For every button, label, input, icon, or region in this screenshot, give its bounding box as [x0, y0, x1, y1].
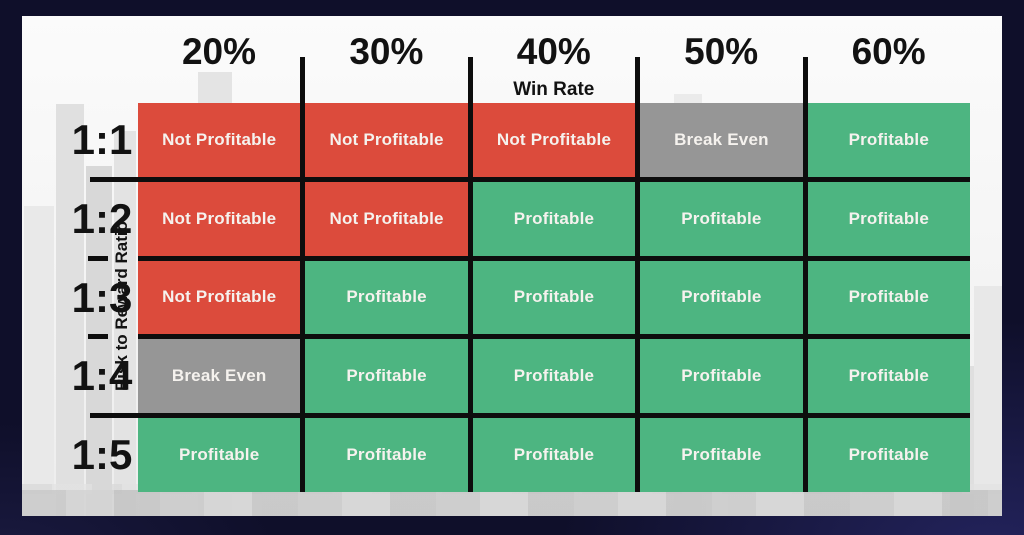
y-axis-label: Risk to Reward Ratio: [112, 220, 131, 392]
building-silhouette: [114, 131, 136, 516]
column-separator-line: [467, 57, 473, 103]
column-header-60: 60%: [851, 31, 926, 72]
building-silhouette: [56, 104, 84, 516]
matrix-cell-r3-c3: Profitable: [472, 260, 636, 335]
matrix-cell-r3-c1: Not Profitable: [138, 260, 301, 335]
row-header-1-5: 1:5: [71, 431, 133, 479]
matrix-cell-r1-c5: Profitable: [807, 103, 970, 177]
matrix-panel: 20% 30% 40% 50% 60% Win Rate 1:1 1:2 1:3…: [22, 16, 1002, 516]
building-silhouette: [24, 206, 54, 516]
column-separator-line: [802, 57, 808, 103]
matrix-cell-r5-c3: Profitable: [472, 418, 636, 492]
row-header-1-4: 1:4: [71, 352, 133, 400]
row-axis-major-tick: [90, 413, 138, 419]
matrix-cell-r2-c4: Profitable: [640, 181, 803, 256]
row-axis-minor-tick: [88, 334, 108, 340]
column-separator-line: [300, 57, 306, 103]
matrix-cell-r2-c3: Profitable: [472, 181, 636, 256]
row-header-1-2: 1:2: [71, 194, 133, 242]
matrix-cell-r5-c4: Profitable: [640, 418, 803, 492]
matrix-cell-r4-c5: Profitable: [807, 339, 970, 414]
matrix-cell-r1-c2: Not Profitable: [305, 103, 468, 177]
row-axis-minor-tick: [88, 255, 108, 261]
matrix-cell-r3-c4: Profitable: [640, 260, 803, 335]
x-axis-label: Win Rate: [513, 79, 595, 100]
matrix-cell-r2-c5: Profitable: [807, 181, 970, 256]
column-header-20: 20%: [181, 31, 257, 72]
column-separator-line: [635, 57, 641, 103]
matrix-grid: Not Profitable Not Profitable Not Profitab…: [138, 103, 970, 492]
matrix-cell-r3-c2: Profitable: [305, 260, 468, 335]
skyline-ground-strip: [22, 490, 1002, 516]
matrix-cell-r3-c5: Profitable: [807, 260, 970, 335]
matrix-cell-r2-c2: Not Profitable: [305, 181, 468, 256]
matrix-cell-r5-c5: Profitable: [807, 418, 970, 492]
building-silhouette: [974, 286, 1002, 516]
matrix-cell-r1-c1: Not Profitable: [138, 103, 301, 177]
building-silhouette: [86, 166, 112, 516]
matrix-cell-r4-c3: Profitable: [472, 339, 636, 414]
matrix-cell-r1-c3: Not Profitable: [472, 103, 636, 177]
column-header-40: 40%: [516, 31, 591, 72]
column-header-30: 30%: [349, 31, 424, 72]
matrix-cell-r5-c1: Profitable: [138, 418, 301, 492]
row-header-1-1: 1:1: [71, 116, 133, 163]
matrix-cell-r4-c2: Profitable: [305, 339, 468, 414]
row-header-1-3: 1:3: [71, 273, 133, 321]
row-axis-major-tick: [90, 176, 138, 182]
matrix-cell-r4-c1: Break Even: [138, 339, 301, 414]
matrix-cell-r5-c2: Profitable: [305, 418, 468, 492]
matrix-cell-r4-c4: Profitable: [640, 339, 803, 414]
matrix-cell-r2-c1: Not Profitable: [138, 181, 301, 256]
matrix-cell-r1-c4: Break Even: [640, 103, 803, 177]
column-header-50: 50%: [684, 31, 759, 72]
